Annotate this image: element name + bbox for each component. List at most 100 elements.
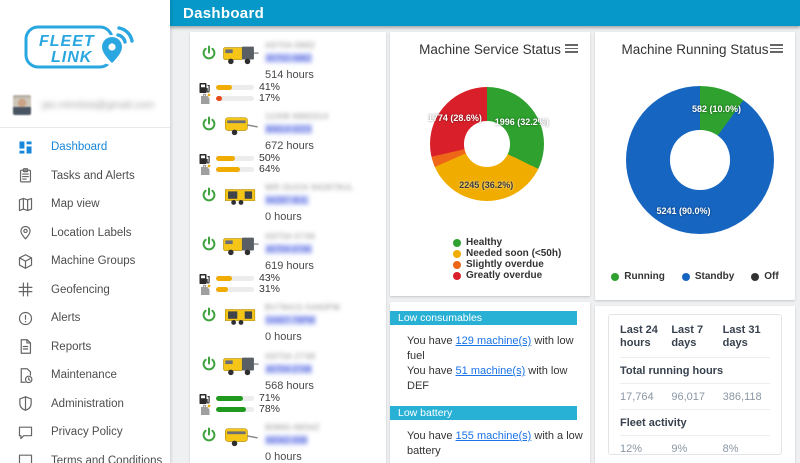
def-gauge: 17% — [199, 93, 378, 104]
machine-name-blurred: 11008 6860314 — [265, 112, 329, 121]
def-icon — [199, 404, 211, 416]
fleet-stats-card: Last 24 hours Last 7 days Last 31 days Tota… — [595, 306, 795, 463]
machine-link-blurred[interactable]: 40704-0746 — [265, 244, 313, 254]
alert-line-text: You have — [407, 365, 456, 377]
service-status-pie[interactable]: 1996 (32.2%) 2245 (36.2%) 1774 (28.6%) — [428, 87, 549, 201]
machine-list-item[interactable]: A9704-0746 40704-0746 619 hours 43% 31% — [190, 231, 386, 295]
machine-list-item[interactable]: BV78415-5440PM 54407-76PM 0 hours — [190, 302, 386, 343]
legend-label: Standby — [694, 271, 735, 282]
def-bar-fill — [216, 96, 223, 101]
stats-value: 8% — [722, 443, 739, 455]
alert-line: You have 129 machine(s) with low fuel — [407, 334, 586, 364]
sidebar-item-administration[interactable]: Administration — [0, 390, 170, 419]
fuel-gauge: 71% — [199, 393, 378, 404]
machine-count-link[interactable]: 51 machine(s) — [455, 365, 526, 377]
legend-item[interactable]: Running — [611, 272, 665, 282]
running-status-pie[interactable]: 582 (10.0%) 5241 (90.0%) — [626, 86, 774, 234]
stats-column-header: Last 7 days — [671, 324, 704, 349]
fleet-stats-table: Last 24 hours Last 7 days Last 31 days Tota… — [608, 314, 782, 455]
legend-item[interactable]: Healthy — [453, 238, 561, 248]
legend-item[interactable]: Needed soon (<50h) — [453, 249, 561, 259]
machine-text: WR-DUO4 942879UL 94287-9UL 0 hours — [265, 182, 378, 223]
section-body-low-battery: You have 155 machine(s) with a low batte… — [390, 420, 590, 463]
machine-list-item[interactable]: 11008 6860314 80614-0223 672 hours 50% 64% — [190, 111, 386, 175]
stats-values-row: 12% 9% 8% — [620, 436, 770, 461]
machine-main-row: A9704-0746 40704-0746 619 hours — [201, 231, 378, 272]
geofence-grid-icon — [17, 281, 34, 298]
alert-line: You have 51 machine(s) with low DEF — [407, 364, 586, 394]
fuel-bar-fill — [216, 396, 243, 401]
def-bar — [216, 167, 254, 172]
def-bar-fill — [216, 167, 241, 172]
stats-values-row: 17,764 96,017 386,118 — [620, 384, 770, 410]
def-percent: 64% — [259, 163, 281, 175]
machine-hours: 0 hours — [265, 451, 302, 463]
fuel-gauge: 43% — [199, 273, 378, 284]
running-status-legend: Running Standby Off — [595, 272, 795, 282]
def-gauge: 31% — [199, 284, 378, 295]
machine-count-link[interactable]: 129 machine(s) — [455, 335, 532, 347]
page-header: Dashboard — [170, 0, 800, 26]
sidebar-item-privacy-policy[interactable]: Privacy Policy — [0, 418, 170, 447]
alert-line: You have 155 machine(s) with a low batte… — [407, 429, 586, 459]
def-bar-fill — [216, 287, 228, 292]
legend-item[interactable]: Off — [751, 272, 779, 282]
machine-link-blurred[interactable]: 40702-0882 — [265, 53, 313, 63]
machine-list-item[interactable]: A9704-0882 40702-0882 514 hours 41% 17% — [190, 40, 386, 104]
service-chart-title: Machine Service Status — [419, 42, 561, 57]
service-status-legend: Healthy Needed soon (<50h) Slightly overdu… — [453, 238, 561, 281]
legend-label: Needed soon (<50h) — [466, 248, 562, 259]
tasks-icon — [17, 167, 34, 184]
sidebar-item-reports[interactable]: Reports — [0, 333, 170, 362]
fuel-bar-fill — [216, 85, 232, 90]
sidebar-item-location-labels[interactable]: Location Labels — [0, 219, 170, 248]
machine-link-blurred[interactable]: 94287-9UL — [265, 195, 310, 205]
sidebar-item-label: Alerts — [51, 312, 81, 325]
fuel-icon — [199, 153, 211, 165]
pie-data-label: 2245 (36.2%) — [459, 180, 514, 191]
machine-list[interactable]: A9704-0882 40702-0882 514 hours 41% 17% 11008… — [190, 32, 386, 463]
machine-list-item[interactable]: 80860-6834Z 68342-008 0 hours — [190, 422, 386, 463]
stats-header-row: Last 24 hours Last 7 days Last 31 days — [620, 315, 770, 358]
alerts-panel: Low consumables You have 129 machine(s) w… — [390, 302, 590, 463]
sidebar-item-maintenance[interactable]: Maintenance — [0, 361, 170, 390]
machine-link-blurred[interactable]: 80614-0223 — [265, 124, 313, 134]
chart-menu-icon[interactable] — [770, 44, 783, 55]
logo-wifi-arcs-icon — [117, 26, 134, 43]
fuel-percent: 41% — [259, 81, 281, 93]
machine-count-link[interactable]: 155 machine(s) — [455, 430, 532, 442]
fuel-gauge: 41% — [199, 81, 378, 93]
sidebar-item-machine-groups[interactable]: Machine Groups — [0, 247, 170, 276]
sidebar-item-alerts[interactable]: Alerts — [0, 304, 170, 333]
sidebar-item-label: Terms and Conditions — [51, 454, 163, 463]
machine-link-blurred[interactable]: 68342-008 — [265, 435, 308, 445]
fuel-bar — [216, 156, 254, 161]
legend-item[interactable]: Greatly overdue — [453, 271, 561, 281]
user-email: jan.mirelsta@gmail.com — [42, 99, 155, 111]
sidebar-item-dashboard[interactable]: Dashboard — [0, 133, 170, 162]
legend-label: Running — [624, 271, 665, 282]
def-gauge: 78% — [199, 404, 378, 416]
legend-item[interactable]: Standby — [681, 271, 735, 282]
sidebar-item-label: Machine Groups — [51, 255, 136, 268]
page-title: Dashboard — [183, 4, 265, 22]
sidebar-item-tasks-and-alerts[interactable]: Tasks and Alerts — [0, 162, 170, 191]
machine-service-status-card: Machine Service Status 1996 (32.2%) 2245 … — [390, 32, 590, 296]
legend-item[interactable]: Slightly overdue — [453, 260, 561, 270]
chart-menu-icon[interactable] — [565, 44, 578, 55]
machine-link-blurred[interactable]: 54407-76PM — [265, 315, 316, 325]
fuel-percent: 50% — [259, 152, 281, 164]
machine-image — [222, 353, 260, 377]
sidebar-item-geofencing[interactable]: Geofencing — [0, 276, 170, 305]
sidebar-item-terms-and-conditions[interactable]: Terms and Conditions — [0, 447, 170, 463]
machine-list-item[interactable]: WR-DUO4 942879UL 94287-9UL 0 hours — [190, 182, 386, 223]
section-body-low-consumables: You have 129 machine(s) with low fuel You… — [390, 325, 590, 406]
stats-section-label: Total running hours — [620, 365, 724, 377]
machine-list-item[interactable]: A9704-2748 40704-2748 568 hours 71% 78% — [190, 351, 386, 416]
machine-link-blurred[interactable]: 40704-2748 — [265, 364, 313, 374]
def-gauge: 64% — [199, 163, 378, 175]
stats-section-label: Fleet activity — [620, 417, 687, 429]
shield-icon — [17, 395, 34, 412]
machine-main-row: WR-DUO4 942879UL 94287-9UL 0 hours — [201, 182, 378, 223]
sidebar-item-map-view[interactable]: Map view — [0, 190, 170, 219]
